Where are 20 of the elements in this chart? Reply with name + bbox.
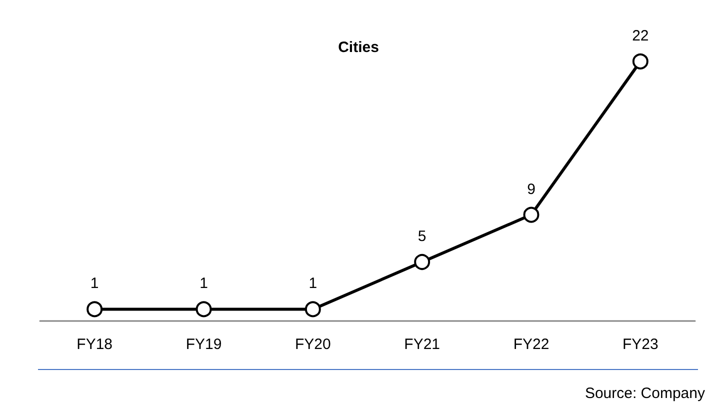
point	[414, 254, 430, 270]
data-label: 9	[527, 180, 536, 198]
point	[196, 301, 212, 318]
x-tick-label: FY21	[404, 336, 440, 353]
data-label: 22	[632, 27, 649, 44]
data-label: 5	[418, 228, 426, 245]
point	[632, 53, 648, 70]
data-label: 1	[90, 275, 99, 292]
data-label: 1	[308, 275, 318, 292]
x-tick-label: FY23	[622, 336, 658, 353]
point	[304, 301, 321, 318]
x-tick-label: FY18	[76, 336, 113, 353]
x-tick-label: FY22	[513, 336, 550, 353]
data-label: 1	[200, 275, 208, 292]
point	[523, 206, 540, 223]
source-note: Source: Company	[584, 385, 705, 402]
chart-title: Cities	[338, 39, 379, 56]
x-tick-label: FY19	[186, 336, 222, 353]
x-tick-label: FY20	[294, 336, 331, 353]
point	[86, 301, 103, 318]
